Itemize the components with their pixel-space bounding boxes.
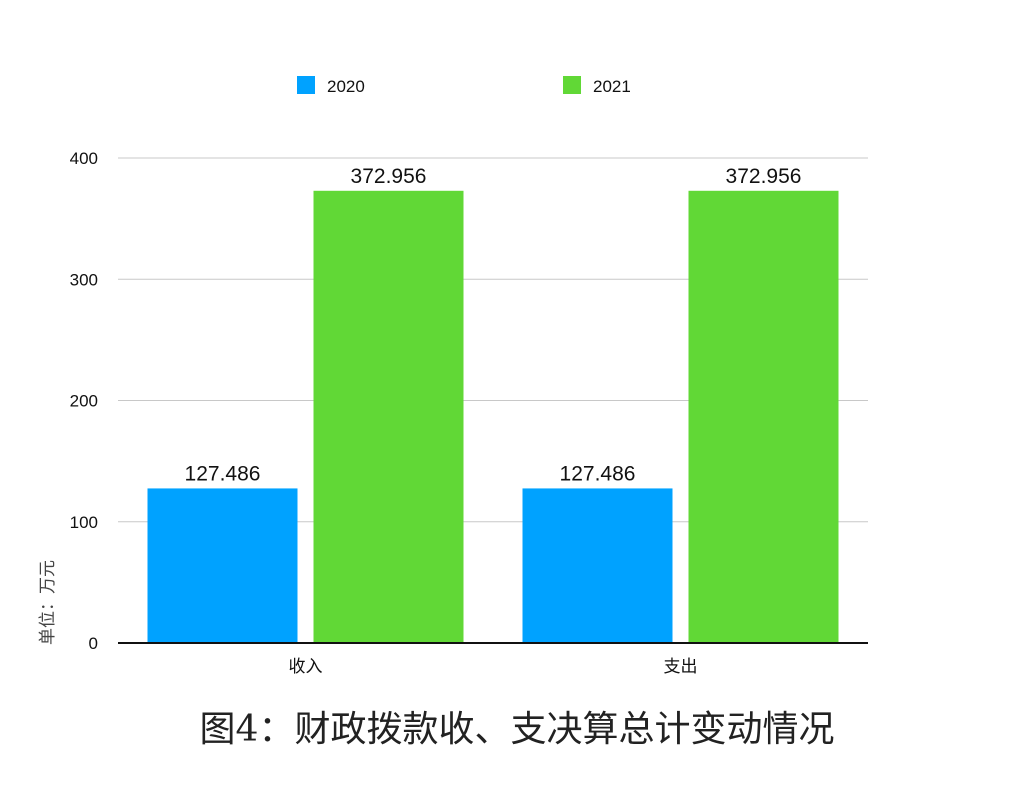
y-tick-label: 200 — [70, 392, 98, 411]
data-label: 372.956 — [351, 165, 427, 188]
data-labels: 127.486 372.956 127.486 372.956 — [185, 165, 802, 486]
chart-title: 图4：财政拨款收、支决算总计变动情况 — [199, 709, 835, 750]
legend-swatch — [297, 76, 315, 94]
x-category-label: 支出 — [664, 657, 698, 676]
bar-2020 — [147, 488, 298, 643]
data-label: 127.486 — [560, 462, 636, 485]
bar-2021 — [688, 190, 839, 644]
legend: 2020 2021 — [297, 76, 631, 96]
legend-label: 2020 — [327, 77, 365, 96]
data-label: 372.956 — [726, 165, 802, 188]
y-tick-label: 300 — [70, 270, 98, 289]
bar-2020 — [522, 488, 673, 643]
x-category-label: 收入 — [289, 657, 323, 676]
y-tick-label: 100 — [70, 513, 98, 532]
x-axis-categories: 收入 支出 — [289, 657, 698, 676]
y-tick-label: 400 — [70, 149, 98, 168]
y-axis-unit-label: 单位：万元 — [38, 560, 58, 645]
bars — [147, 190, 839, 644]
bar-2021 — [313, 190, 464, 644]
y-axis-ticks: 0 100 200 300 400 — [70, 149, 98, 653]
legend-swatch — [563, 76, 581, 94]
legend-label: 2021 — [593, 77, 631, 96]
data-label: 127.486 — [185, 462, 261, 485]
y-tick-label: 0 — [89, 634, 98, 653]
